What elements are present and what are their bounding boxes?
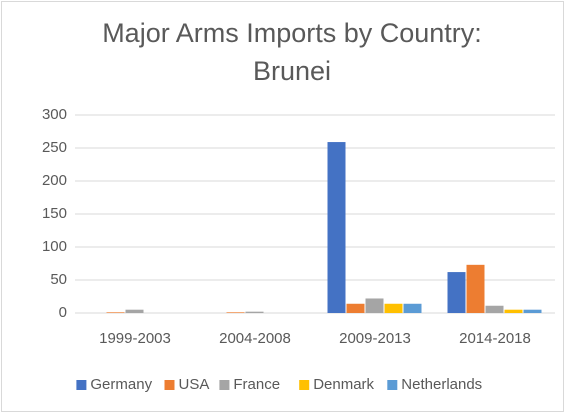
y-tick-label: 250	[42, 139, 67, 156]
x-tick-label: 2009-2013	[339, 330, 411, 347]
bar	[485, 305, 504, 313]
y-tick-label: 150	[42, 205, 67, 222]
legend-label: Netherlands	[401, 376, 482, 393]
bar	[523, 309, 542, 313]
y-tick-label: 50	[50, 271, 67, 288]
y-tick-label: 300	[42, 106, 67, 123]
legend-swatch	[299, 380, 310, 390]
legend-swatch	[387, 380, 398, 390]
chart-title: Major Arms Imports by Country: Brunei	[102, 18, 482, 86]
bar	[403, 303, 422, 313]
bar	[245, 311, 264, 313]
legend-swatch	[219, 380, 230, 390]
x-tick-label: 2004-2008	[219, 330, 291, 347]
y-tick-label: 100	[42, 238, 67, 255]
bar	[106, 312, 125, 313]
bar	[346, 303, 365, 313]
legend-label: Denmark	[313, 376, 374, 393]
bar	[226, 312, 245, 313]
legend-swatch	[76, 380, 87, 390]
y-tick-label: 200	[42, 172, 67, 189]
legend-label: USA	[179, 376, 210, 393]
bar	[365, 298, 384, 313]
x-tick-label: 2014-2018	[459, 330, 531, 347]
bar	[327, 142, 346, 313]
bar	[504, 309, 523, 313]
y-tick-label: 0	[59, 304, 67, 321]
bar	[447, 272, 466, 313]
bar	[466, 264, 485, 313]
legend-swatch	[164, 380, 175, 390]
legend-label: France	[233, 376, 280, 393]
legend-label: Germany	[90, 376, 152, 393]
bar	[384, 303, 403, 313]
bar	[125, 309, 144, 313]
x-tick-label: 1999-2003	[99, 330, 171, 347]
